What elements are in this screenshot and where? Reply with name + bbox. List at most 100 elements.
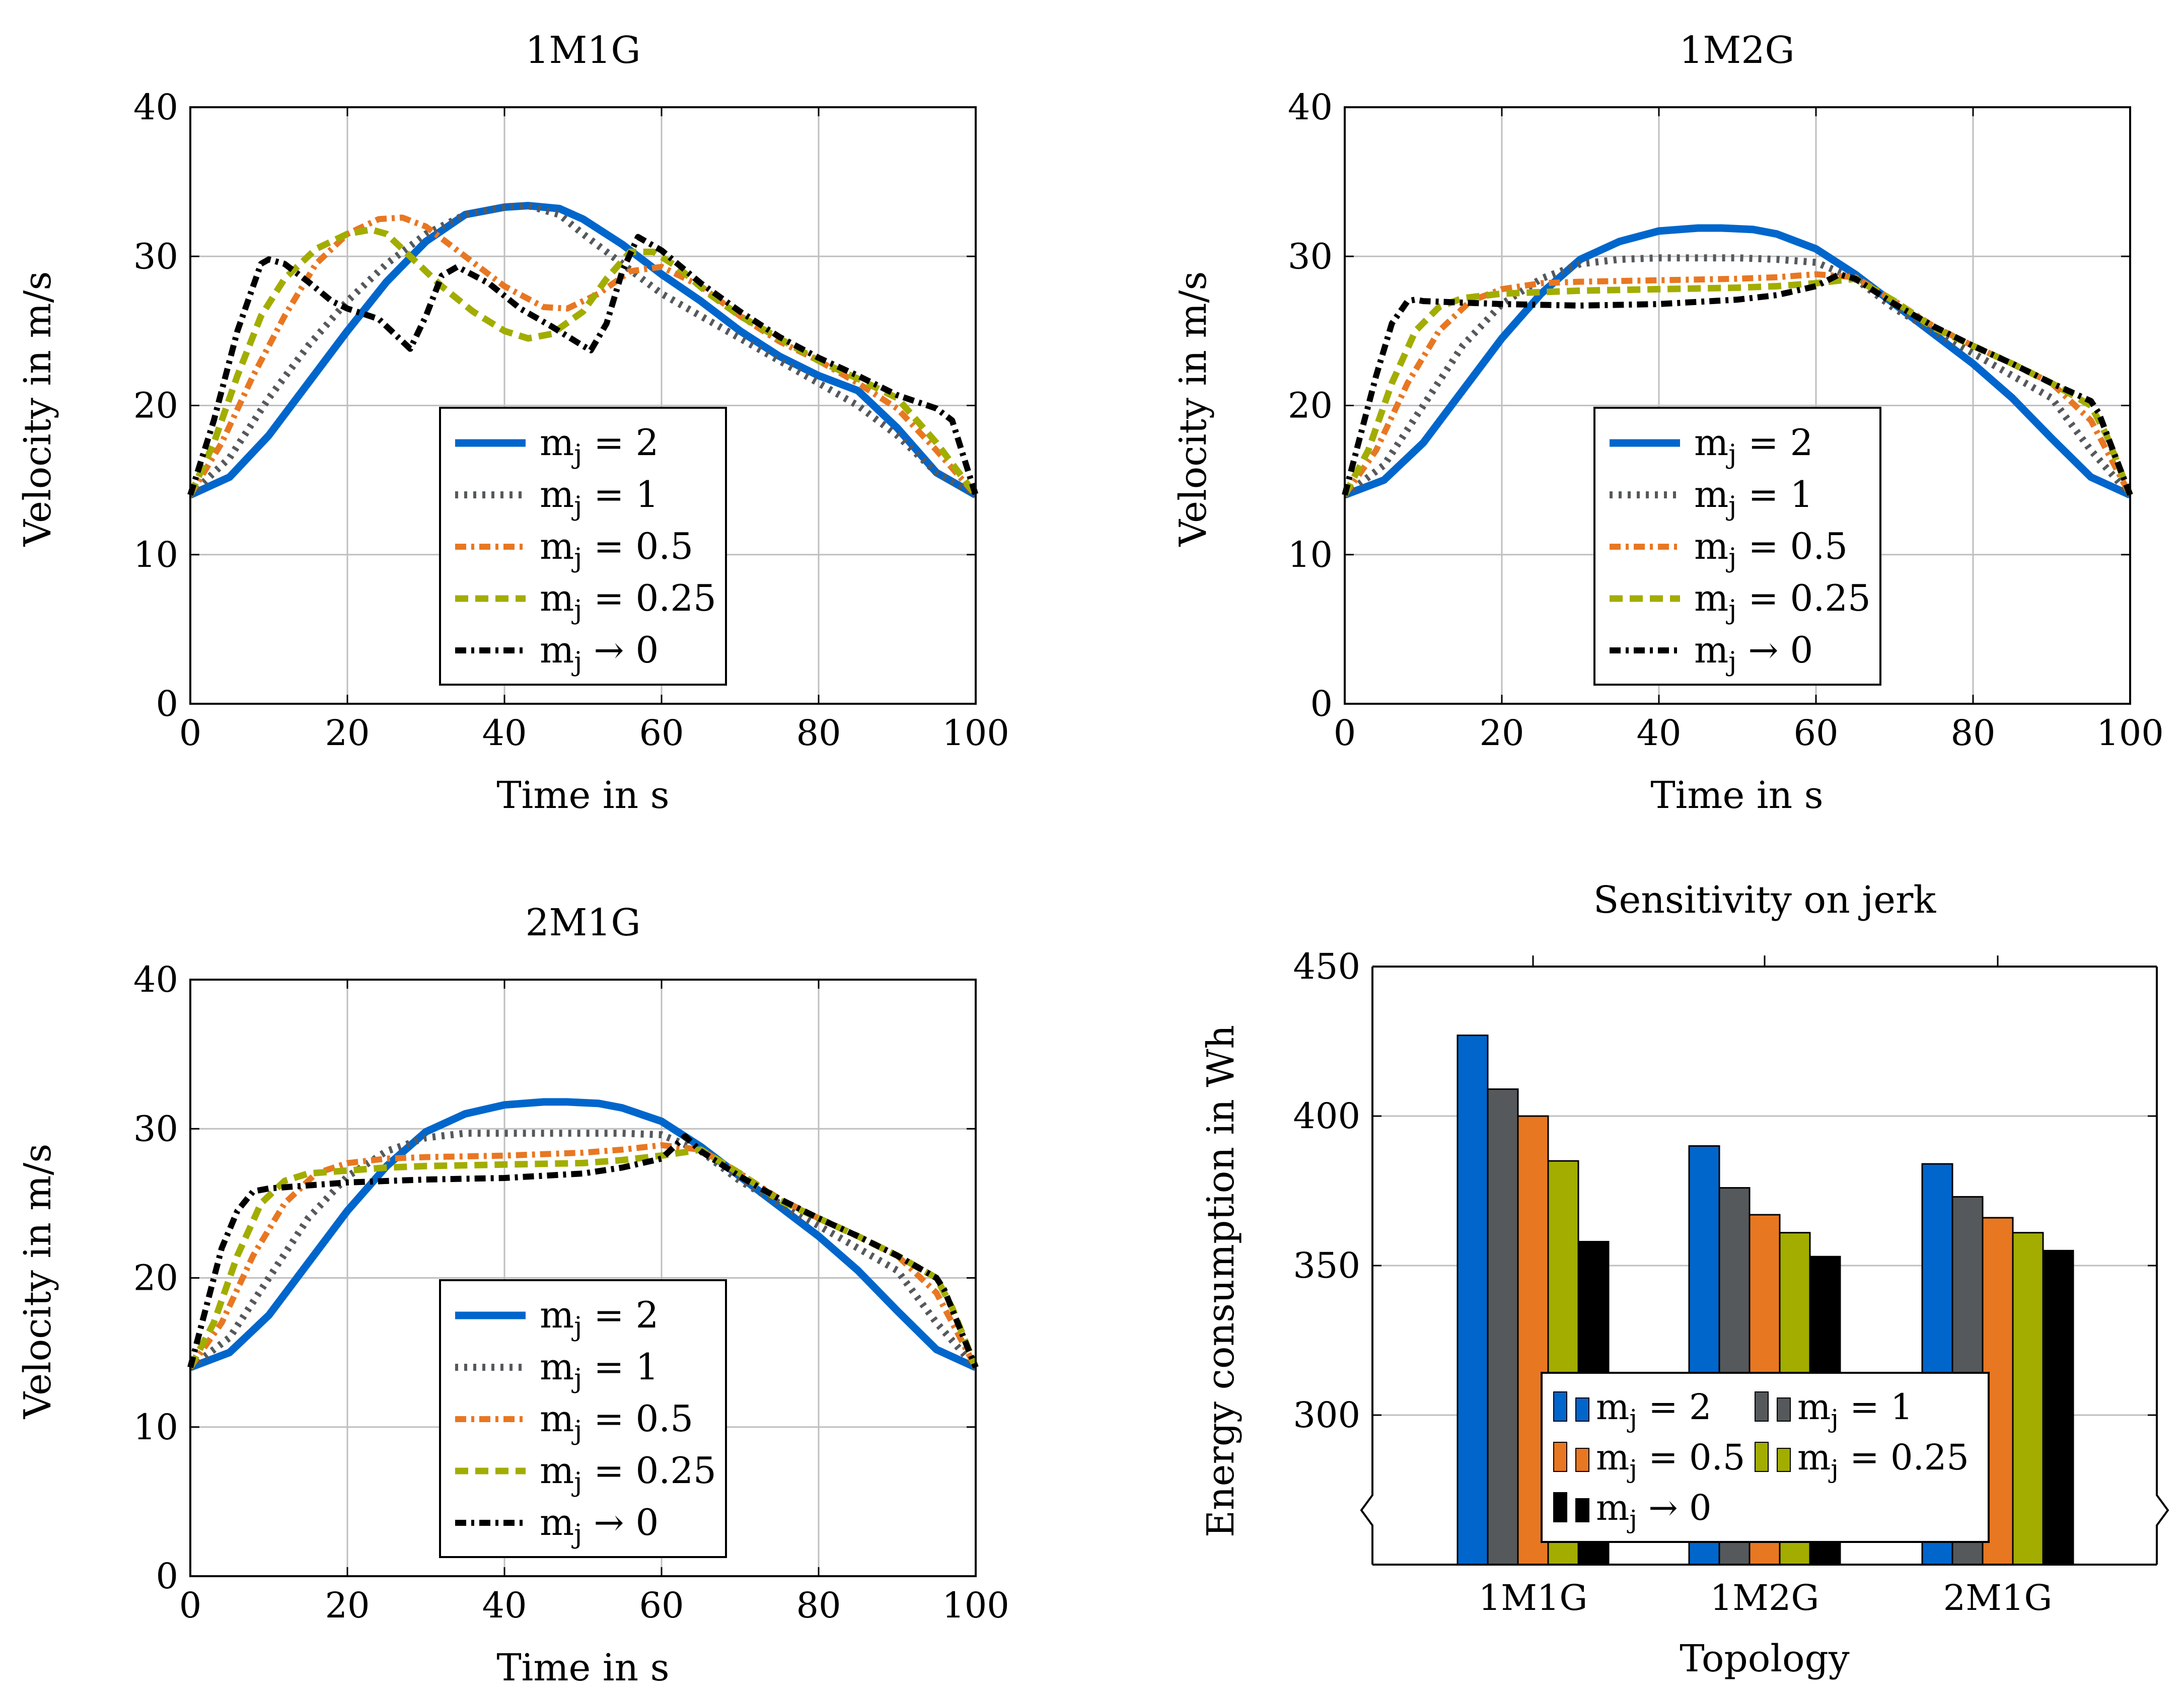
x-tick-label: 20 — [325, 712, 370, 754]
y-tick-label: 40 — [1288, 87, 1333, 128]
bar-blue — [1457, 1035, 1489, 1566]
y-tick-label: 10 — [133, 1407, 178, 1448]
y-tick-label: 400 — [1293, 1095, 1360, 1137]
legend-label: mj → 0 — [1694, 629, 1813, 677]
legend-label: mj = 1 — [540, 1346, 659, 1394]
legend-label: mj = 2 — [1694, 421, 1813, 470]
bar-plot-frame — [1360, 966, 2169, 1566]
series-line-orange — [1342, 271, 2133, 497]
chart-title-1m2g: 1M2G — [1679, 29, 1794, 72]
legend-label: mj = 0.25 — [1694, 577, 1871, 625]
x-axis-label-2m1g: Time in s — [496, 1646, 669, 1689]
x-axis-label-1m2g: Time in s — [1650, 774, 1823, 817]
x-tick-label: 0 — [179, 712, 202, 754]
y-tick-label: 40 — [133, 87, 178, 128]
series-line-gray — [188, 202, 978, 498]
x-tick-label: 40 — [1636, 712, 1681, 754]
x-axis-label-topology: Topology — [1680, 1637, 1850, 1680]
y-tick-label: 0 — [156, 683, 178, 724]
legend-label: mj = 0.25 — [540, 577, 716, 625]
bar-gray — [1487, 1088, 1519, 1566]
legend-swatch-gray — [1777, 1397, 1791, 1422]
y-axis-label-1m1g: Velocity in m/s — [16, 271, 59, 547]
legend-swatch-black — [1575, 1498, 1589, 1522]
ticks-bars: 300 350 400 450 1M1G 1M2G 2M1G — [1293, 946, 2157, 1618]
legend-swatch-orange — [1575, 1448, 1589, 1472]
legend-label: mj = 1 — [1694, 473, 1813, 522]
y-tick-label: 300 — [1293, 1394, 1360, 1436]
x-tick-label: 100 — [2096, 712, 2164, 754]
x-tick-label: 2M1G — [1943, 1577, 2053, 1618]
x-axis-label-1m1g: Time in s — [496, 774, 669, 817]
legend-swatch-olive — [1777, 1448, 1791, 1472]
legend-label: mj = 0.25 — [1797, 1437, 1969, 1484]
legend-bars: mj = 2 mj = 1 mj = 0.5 mj = 0.25 mj → 0 — [1541, 1372, 1990, 1543]
series-line-orange — [188, 1142, 979, 1369]
y-tick-label: 30 — [1288, 236, 1333, 277]
legend-label: mj = 1 — [540, 473, 659, 522]
panel-1m1g: 1M1G Velocity in m/s Time in s 0 20 40 60 80… — [16, 29, 1009, 817]
x-tick-label: 0 — [1334, 712, 1356, 754]
series-line-blue — [188, 202, 978, 499]
legend-label: mj → 0 — [540, 629, 659, 677]
y-tick-label: 30 — [133, 236, 178, 277]
panel-2m1g: 2M1G Velocity in m/s Time in s 0 20 40 60 80… — [16, 901, 1009, 1689]
legend-swatch-blue — [1575, 1397, 1589, 1422]
series-line-gray — [188, 1130, 979, 1370]
y-tick-label: 10 — [1288, 534, 1333, 575]
legend-label: mj = 0.5 — [1596, 1437, 1745, 1484]
y-tick-label: 30 — [133, 1108, 178, 1149]
left-axis-break — [1360, 967, 1373, 1565]
ticks-1m1g: 0 20 40 60 80 100 0 10 20 30 40 — [133, 87, 1009, 754]
panel-sensitivity-on-jerk: Sensitivity on jerk Energy consumption i… — [1199, 878, 2169, 1680]
legend-label: mj = 2 — [540, 421, 659, 470]
y-axis-label-2m1g: Velocity in m/s — [16, 1144, 59, 1420]
x-tick-label: 1M2G — [1710, 1577, 1819, 1618]
x-tick-label: 40 — [482, 712, 527, 754]
bar-black — [2042, 1249, 2074, 1566]
legend-swatch-gray — [1755, 1391, 1769, 1422]
series-line-blue — [1343, 224, 2132, 499]
bar-olive — [2012, 1232, 2044, 1566]
y-axis-label-energy: Energy consumption in Wh — [1199, 1025, 1243, 1537]
x-tick-label: 20 — [325, 1585, 370, 1626]
x-tick-label: 60 — [639, 712, 684, 754]
x-tick-label: 40 — [482, 1585, 527, 1626]
legend-label: mj = 0.5 — [540, 525, 693, 573]
series-line-blue — [189, 1098, 978, 1371]
y-tick-label: 40 — [133, 959, 178, 1000]
y-tick-label: 20 — [133, 1258, 178, 1299]
y-tick-label: 0 — [1310, 683, 1333, 724]
y-tick-label: 450 — [1293, 946, 1360, 987]
chart-title-sensitivity: Sensitivity on jerk — [1593, 878, 1937, 922]
x-tick-label: 60 — [639, 1585, 684, 1626]
ticks-1m2g: 0 20 40 60 80 100 0 10 20 30 40 — [1288, 87, 2164, 754]
x-tick-label: 80 — [1950, 712, 1995, 754]
legend-label: mj = 0.5 — [540, 1397, 693, 1446]
panel-1m2g: 1M2G Velocity in m/s Time in s 0 20 40 60 80… — [1172, 29, 2164, 817]
plot-area-1m1g — [187, 202, 979, 499]
x-tick-label: 1M1G — [1479, 1577, 1588, 1618]
y-tick-label: 20 — [1288, 385, 1333, 426]
series-line-orange — [187, 214, 978, 497]
x-tick-label: 0 — [179, 1585, 202, 1626]
legend-swatch-olive — [1755, 1442, 1769, 1472]
series-line-black — [187, 1133, 979, 1369]
legend-label: mj = 2 — [1596, 1386, 1712, 1433]
x-tick-label: 80 — [796, 712, 841, 754]
plot-area-1m2g — [1342, 224, 2134, 499]
chart-title-1m1g: 1M1G — [525, 29, 640, 72]
y-tick-label: 10 — [133, 534, 178, 575]
legend-swatch-blue — [1553, 1391, 1567, 1422]
x-tick-label: 20 — [1479, 712, 1524, 754]
legend-label: mj = 2 — [540, 1294, 659, 1342]
series-line-black — [1342, 271, 2133, 496]
plot-area-2m1g — [187, 1098, 979, 1371]
y-tick-label: 350 — [1293, 1245, 1360, 1286]
ticks-2m1g: 0 20 40 60 80 100 0 10 20 30 40 — [133, 959, 1009, 1626]
x-tick-label: 100 — [942, 712, 1009, 754]
chart-title-2m1g: 2M1G — [525, 901, 640, 944]
